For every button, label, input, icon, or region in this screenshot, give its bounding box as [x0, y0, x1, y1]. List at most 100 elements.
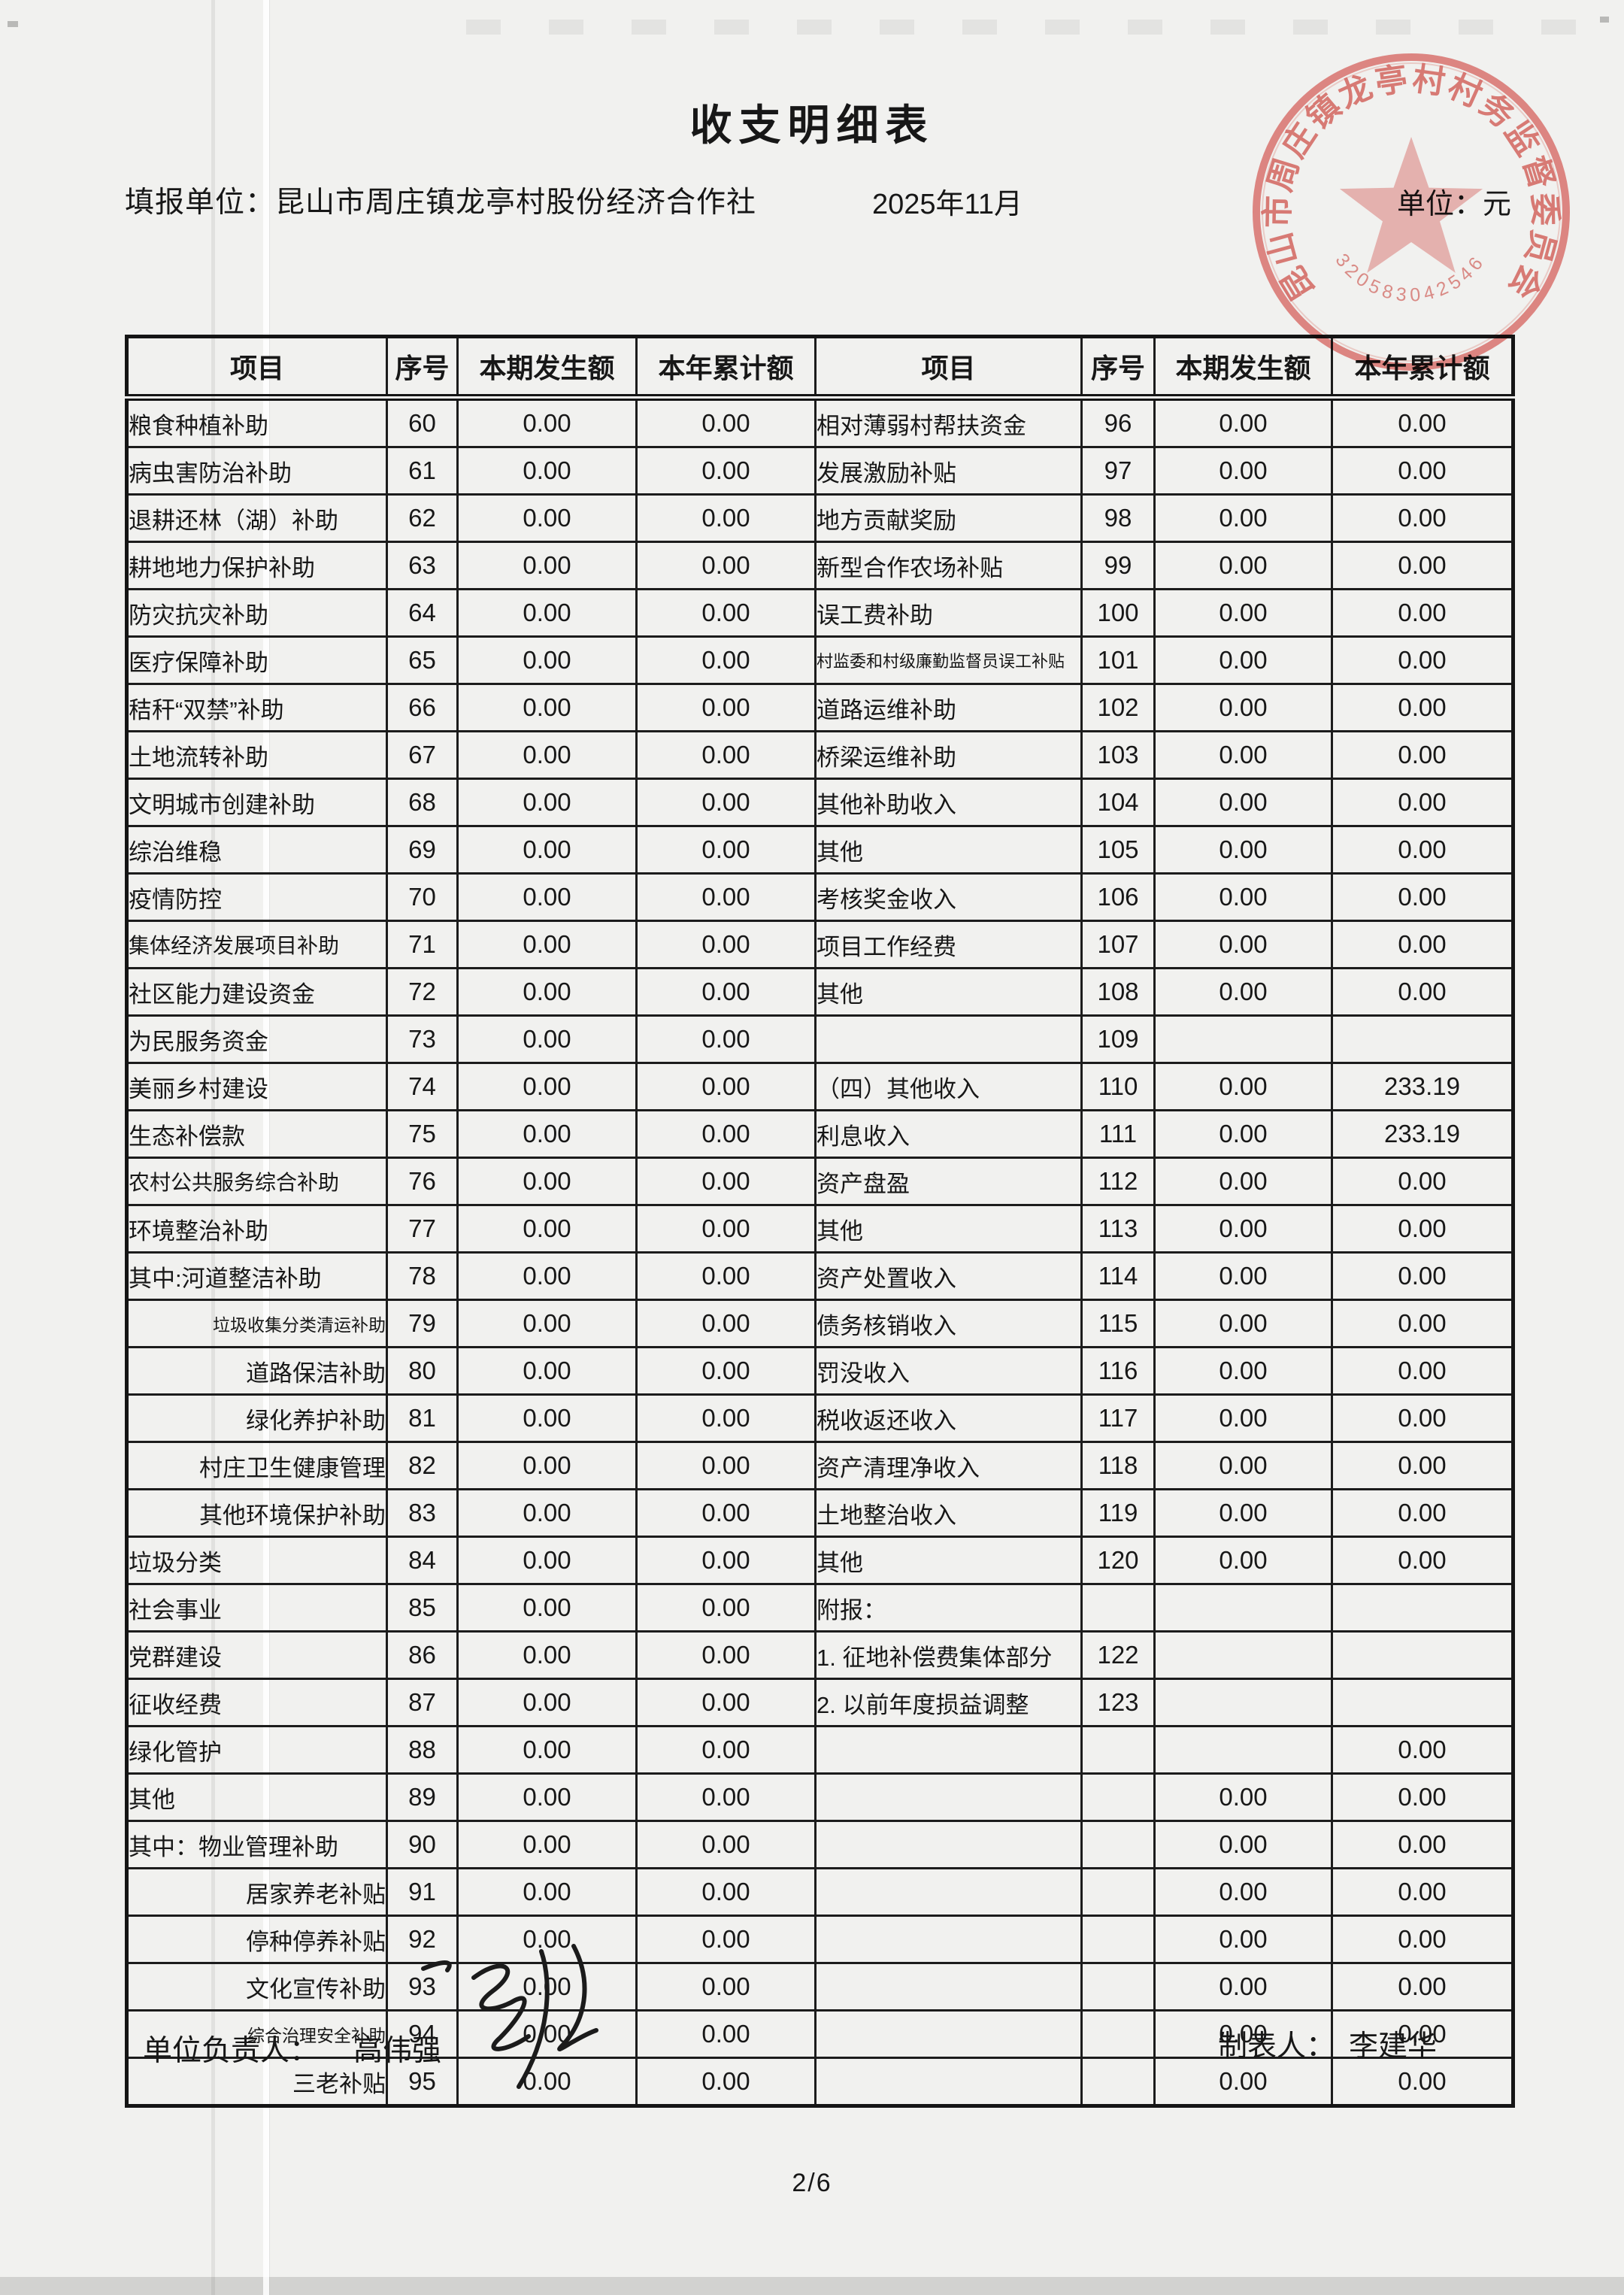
- item-cell-right: 地方贡献奖励: [814, 493, 1083, 543]
- no-cell-left: 88: [386, 1725, 459, 1775]
- no-cell-left: 83: [386, 1488, 459, 1538]
- no-cell-right: 110: [1080, 1062, 1156, 1111]
- no-cell-left: 60: [386, 396, 459, 448]
- ytd-amount-cell-left: 0.00: [635, 778, 817, 827]
- item-cell-left: 生态补偿款: [126, 1109, 388, 1159]
- table-row: 农村公共服务综合补助 76 0.00 0.00 资产盘盈 112 0.00 0.00: [126, 1157, 1514, 1206]
- current-amount-cell-left: 0.00: [456, 920, 638, 969]
- item-cell-left: 征收经费: [126, 1678, 388, 1727]
- current-amount-cell-right: [1153, 1014, 1333, 1064]
- item-cell-right: 罚没收入: [814, 1346, 1083, 1396]
- no-cell-right: 118: [1080, 1441, 1156, 1490]
- scan-corner-mark: [8, 21, 18, 27]
- current-amount-cell-right: [1153, 1725, 1333, 1775]
- ytd-amount-cell-right: [1331, 1630, 1514, 1680]
- table-row: 绿化管护 88 0.00 0.00 0.00: [126, 1725, 1514, 1775]
- current-amount-cell-left: 0.00: [456, 2009, 638, 2059]
- ytd-amount-cell-right: 0.00: [1331, 1346, 1514, 1396]
- current-amount-cell-right: 0.00: [1153, 1157, 1333, 1206]
- current-amount-cell-right: 0.00: [1153, 1488, 1333, 1538]
- current-amount-cell-right: 0.00: [1153, 493, 1333, 543]
- ytd-amount-cell-right: 0.00: [1331, 825, 1514, 875]
- no-cell-left: 64: [386, 588, 459, 638]
- item-cell-left: 其中：物业管理补助: [126, 1820, 388, 1869]
- current-amount-cell-right: 0.00: [1153, 1772, 1333, 1822]
- page-title: 收支明细表: [689, 102, 935, 149]
- no-cell-right: [1080, 1772, 1156, 1822]
- responsible-name: 高伟强: [353, 2035, 442, 2067]
- current-amount-cell-left: 0.00: [456, 1630, 638, 1680]
- item-cell-right: 税收返还收入: [814, 1393, 1083, 1443]
- ytd-amount-cell-right: 0.00: [1331, 872, 1514, 922]
- item-cell-left: 疫情防控: [126, 872, 388, 922]
- item-cell-right: 其他: [814, 967, 1083, 1017]
- no-cell-right: 101: [1080, 635, 1156, 685]
- current-amount-cell-left: 0.00: [456, 778, 638, 827]
- item-cell-left: 社区能力建设资金: [126, 967, 388, 1017]
- current-amount-cell-right: 0.00: [1153, 588, 1333, 638]
- ytd-amount-cell-left: 0.00: [635, 1299, 817, 1348]
- ytd-amount-cell-left: 0.00: [635, 1014, 817, 1064]
- item-cell-left: 秸秆“双禁”补助: [126, 683, 388, 732]
- no-cell-right: 113: [1080, 1204, 1156, 1254]
- ytd-amount-cell-right: 0.00: [1331, 396, 1514, 448]
- ytd-amount-cell-left: 0.00: [635, 1820, 817, 1869]
- current-amount-cell-left: 0.00: [456, 396, 638, 448]
- no-cell-left: 93: [386, 1962, 459, 2012]
- header-current-left: 本期发生额: [456, 335, 638, 401]
- table-row: 土地流转补助 67 0.00 0.00 桥梁运维补助 103 0.00 0.00: [126, 730, 1514, 780]
- no-cell-right: [1080, 1867, 1156, 1917]
- no-cell-right: 96: [1080, 396, 1156, 448]
- item-cell-right: [814, 2057, 1083, 2107]
- item-cell-left: 防灾抗灾补助: [126, 588, 388, 638]
- ytd-amount-cell-right: 0.00: [1331, 1393, 1514, 1443]
- no-cell-right: 98: [1080, 493, 1156, 543]
- item-cell-left: 绿化管护: [126, 1725, 388, 1775]
- current-amount-cell-left: 0.00: [456, 2057, 638, 2107]
- current-amount-cell-right: 0.00: [1153, 825, 1333, 875]
- svg-text:320583042546: 320583042546: [1331, 250, 1489, 306]
- no-cell-right: 116: [1080, 1346, 1156, 1396]
- current-amount-cell-right: 0.00: [1153, 1915, 1333, 1964]
- scan-corner-mark: [1600, 17, 1609, 23]
- ytd-amount-cell-right: 0.00: [1331, 1157, 1514, 1206]
- item-cell-right: 新型合作农场补贴: [814, 541, 1083, 590]
- table-row: 防灾抗灾补助 64 0.00 0.00 误工费补助 100 0.00 0.00: [126, 588, 1514, 638]
- item-cell-left: 党群建设: [126, 1630, 388, 1680]
- item-cell-left: 居家养老补贴: [126, 1867, 388, 1917]
- no-cell-left: 74: [386, 1062, 459, 1111]
- table-row: 社会事业 85 0.00 0.00 附报：: [126, 1583, 1514, 1633]
- current-amount-cell-left: 0.00: [456, 1583, 638, 1633]
- no-cell-left: 77: [386, 1204, 459, 1254]
- ytd-amount-cell-right: 0.00: [1331, 1725, 1514, 1775]
- ytd-amount-cell-left: 0.00: [635, 1393, 817, 1443]
- ytd-amount-cell-right: 0.00: [1331, 1536, 1514, 1585]
- income-expense-table: 项目 序号 本期发生额 本年累计额 项目 序号 本期发生额 本年累计额 粮食种植…: [125, 335, 1515, 2108]
- no-cell-right: 119: [1080, 1488, 1156, 1538]
- ytd-amount-cell-left: 0.00: [635, 2009, 817, 2059]
- table-row: 文化宣传补助 93 0.00 0.00 0.00 0.00: [126, 1962, 1514, 2012]
- item-cell-left: 粮食种植补助: [126, 396, 388, 448]
- ytd-amount-cell-left: 0.00: [635, 1441, 817, 1490]
- ytd-amount-cell-left: 0.00: [635, 446, 817, 496]
- current-amount-cell-left: 0.00: [456, 1915, 638, 1964]
- ytd-amount-cell-left: 0.00: [635, 1583, 817, 1633]
- item-cell-right: 道路运维补助: [814, 683, 1083, 732]
- current-amount-cell-right: 0.00: [1153, 1109, 1333, 1159]
- current-amount-cell-left: 0.00: [456, 1062, 638, 1111]
- no-cell-left: 90: [386, 1820, 459, 1869]
- table-header-row: 项目 序号 本期发生额 本年累计额 项目 序号 本期发生额 本年累计额: [126, 335, 1514, 401]
- ytd-amount-cell-left: 0.00: [635, 1772, 817, 1822]
- no-cell-right: [1080, 1962, 1156, 2012]
- no-cell-left: 92: [386, 1915, 459, 1964]
- current-amount-cell-right: 0.00: [1153, 1536, 1333, 1585]
- table-row: 粮食种植补助 60 0.00 0.00 相对薄弱村帮扶资金 96 0.00 0.00: [126, 396, 1514, 448]
- current-amount-cell-left: 0.00: [456, 1536, 638, 1585]
- report-unit-label: 填报单位：: [125, 186, 276, 219]
- item-cell-left: 村庄卫生健康管理: [126, 1441, 388, 1490]
- current-amount-cell-left: 0.00: [456, 493, 638, 543]
- ytd-amount-cell-right: 0.00: [1331, 1488, 1514, 1538]
- responsible-person: 单位负责人： 高伟强: [143, 2027, 441, 2069]
- ytd-amount-cell-right: 0.00: [1331, 1962, 1514, 2012]
- ytd-amount-cell-right: 0.00: [1331, 1772, 1514, 1822]
